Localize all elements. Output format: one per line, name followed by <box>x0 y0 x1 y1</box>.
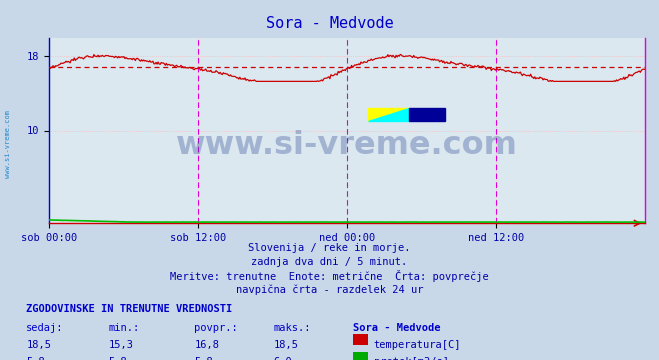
Polygon shape <box>368 108 409 121</box>
Text: www.si-vreme.com: www.si-vreme.com <box>176 130 518 161</box>
Text: Sora - Medvode: Sora - Medvode <box>266 16 393 31</box>
Text: povpr.:: povpr.: <box>194 323 238 333</box>
Text: www.si-vreme.com: www.si-vreme.com <box>5 110 11 178</box>
Polygon shape <box>368 108 409 121</box>
Text: zadnja dva dni / 5 minut.: zadnja dva dni / 5 minut. <box>251 257 408 267</box>
Text: min.:: min.: <box>109 323 140 333</box>
Text: maks.:: maks.: <box>273 323 311 333</box>
Text: 5,8: 5,8 <box>194 357 213 360</box>
Text: 16,8: 16,8 <box>194 340 219 350</box>
Text: 5,8: 5,8 <box>109 357 127 360</box>
Text: Sora - Medvode: Sora - Medvode <box>353 323 440 333</box>
Text: Meritve: trenutne  Enote: metrične  Črta: povprečje: Meritve: trenutne Enote: metrične Črta: … <box>170 270 489 282</box>
Text: navpična črta - razdelek 24 ur: navpična črta - razdelek 24 ur <box>236 284 423 294</box>
Text: pretok[m3/s]: pretok[m3/s] <box>374 357 449 360</box>
Text: temperatura[C]: temperatura[C] <box>374 340 461 350</box>
Text: 5,8: 5,8 <box>26 357 45 360</box>
Text: 6,0: 6,0 <box>273 357 292 360</box>
Text: 18,5: 18,5 <box>26 340 51 350</box>
Text: sedaj:: sedaj: <box>26 323 64 333</box>
Bar <box>409 108 445 121</box>
Text: Slovenija / reke in morje.: Slovenija / reke in morje. <box>248 243 411 253</box>
Text: 18,5: 18,5 <box>273 340 299 350</box>
Text: 15,3: 15,3 <box>109 340 134 350</box>
Text: ZGODOVINSKE IN TRENUTNE VREDNOSTI: ZGODOVINSKE IN TRENUTNE VREDNOSTI <box>26 304 233 314</box>
